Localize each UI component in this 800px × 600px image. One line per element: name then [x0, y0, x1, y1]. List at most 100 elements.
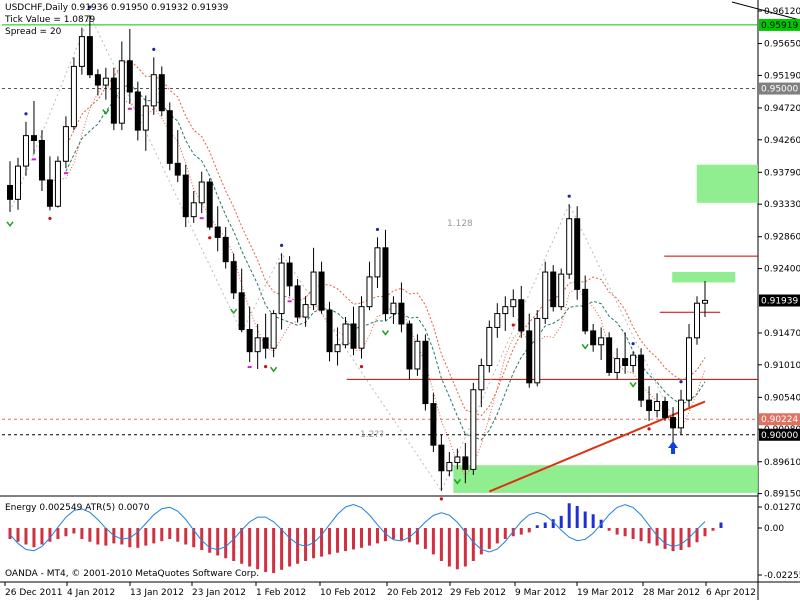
- candle-body: [486, 326, 493, 367]
- candle-body: [478, 365, 485, 391]
- candle-body: [262, 337, 269, 349]
- time-tick-label: 28 Mar 2012: [643, 588, 700, 598]
- energy-bar: [72, 528, 76, 534]
- candle-body: [630, 354, 637, 367]
- energy-bar: [336, 528, 340, 553]
- energy-bar: [232, 528, 236, 561]
- energy-bar: [240, 528, 244, 564]
- price-box-label: 0.91939: [761, 297, 798, 307]
- energy-bar: [152, 528, 156, 544]
- candle-body: [342, 323, 349, 346]
- candle-body: [222, 236, 229, 263]
- energy-bar: [391, 528, 395, 539]
- price-tick-label: 0.91010: [764, 361, 800, 371]
- price-tick-label: 0.94720: [764, 104, 800, 114]
- candle-body: [406, 323, 413, 370]
- energy-bar: [344, 528, 348, 552]
- candle-body: [390, 302, 397, 315]
- energy-bar: [280, 528, 284, 570]
- time-tick-label: 19 Mar 2012: [577, 588, 634, 598]
- energy-bar: [383, 528, 387, 542]
- fractal-up-dot: [88, 5, 92, 9]
- energy-bar: [144, 528, 148, 546]
- candle-body: [670, 416, 677, 429]
- candle-body: [614, 358, 621, 373]
- candle-body: [270, 313, 277, 349]
- energy-bar: [423, 528, 427, 549]
- indicator-header: Energy 0.002549 ATR(5) 0.0070: [5, 503, 150, 513]
- energy-bar: [479, 528, 483, 555]
- candle-body: [366, 276, 373, 308]
- energy-bar: [304, 528, 308, 561]
- energy-bar: [208, 528, 212, 553]
- energy-bar: [463, 528, 467, 567]
- swing-ratio-label: 1.2??: [360, 430, 384, 440]
- price-tick-label: 0.95190: [764, 71, 800, 81]
- signal-marker: [287, 300, 292, 303]
- energy-bar: [567, 503, 571, 528]
- time-tick-label: 20 Feb 2012: [387, 588, 443, 598]
- candle-body: [566, 218, 573, 275]
- time-tick-label: 1 Feb 2012: [256, 588, 306, 598]
- energy-bar: [439, 528, 443, 561]
- energy-bar: [711, 528, 715, 531]
- price-box-label: 0.90224: [761, 415, 798, 425]
- energy-bar: [160, 528, 164, 542]
- energy-bar: [431, 528, 435, 555]
- candle-body: [198, 181, 205, 204]
- time-tick-label: 23 Jan 2012: [192, 588, 246, 598]
- energy-bar: [176, 528, 180, 542]
- candle-body: [14, 165, 21, 200]
- candle-body: [454, 456, 461, 463]
- candle-body: [526, 330, 533, 384]
- candle-body: [502, 306, 509, 315]
- price-tick-label: 0.89150: [764, 490, 800, 500]
- fractal-down-dot: [208, 236, 212, 240]
- price-tick-label: 0.95650: [764, 40, 800, 50]
- signal-marker: [199, 217, 204, 220]
- energy-bar: [288, 528, 292, 567]
- price-tick-label: 0.93330: [764, 200, 800, 210]
- candle-body: [558, 273, 565, 308]
- time-tick-label: 4 Jan 2012: [67, 588, 115, 598]
- candle-body: [374, 247, 381, 278]
- energy-bar: [551, 519, 555, 528]
- energy-bar: [695, 528, 699, 543]
- candle-body: [446, 461, 453, 472]
- candle-body: [350, 323, 357, 349]
- candle-body: [182, 174, 189, 218]
- candle-body: [118, 60, 125, 124]
- candle-body: [686, 337, 693, 401]
- energy-bar: [200, 528, 204, 550]
- candle-body: [206, 181, 213, 228]
- price-axis: 0.96120 0.95650 0.95190 0.94720 0.94260 0.937…: [758, 7, 800, 500]
- ma-line-lower: [41, 82, 706, 478]
- price-box-label: 0.95919: [761, 21, 798, 31]
- long-ma-line: [488, 400, 706, 493]
- energy-bar: [16, 528, 20, 542]
- fractal-down-dot: [48, 216, 52, 221]
- price-box: [759, 18, 800, 31]
- energy-bar: [64, 528, 68, 537]
- price-tick-label: 0.91470: [764, 329, 800, 339]
- buy-arrow-icon: [668, 440, 679, 454]
- energy-bar: [32, 528, 36, 548]
- candle-body: [46, 179, 53, 207]
- candle-body: [94, 74, 101, 86]
- candle-body: [590, 330, 597, 346]
- candle-body: [598, 337, 605, 346]
- energy-bar: [192, 528, 196, 548]
- energy-bar: [495, 528, 499, 544]
- energy-bar: [575, 506, 579, 528]
- fractal-up-dot: [24, 112, 28, 116]
- candle-body: [62, 126, 69, 162]
- candle-body: [254, 337, 261, 353]
- candle-body: [470, 389, 477, 470]
- energy-bar: [623, 528, 627, 537]
- candle-body: [534, 317, 541, 384]
- swing-ratio-label: 1.128: [447, 219, 473, 229]
- energy-bar: [104, 528, 108, 546]
- spread-label: Spread = 20: [5, 27, 62, 37]
